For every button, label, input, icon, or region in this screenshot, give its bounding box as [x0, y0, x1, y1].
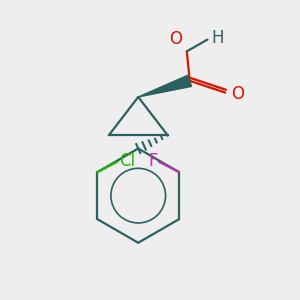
Polygon shape [138, 75, 191, 97]
Text: F: F [148, 152, 158, 169]
Text: H: H [212, 29, 224, 47]
Text: O: O [169, 30, 182, 48]
Text: Cl: Cl [119, 152, 135, 169]
Text: O: O [232, 85, 244, 103]
